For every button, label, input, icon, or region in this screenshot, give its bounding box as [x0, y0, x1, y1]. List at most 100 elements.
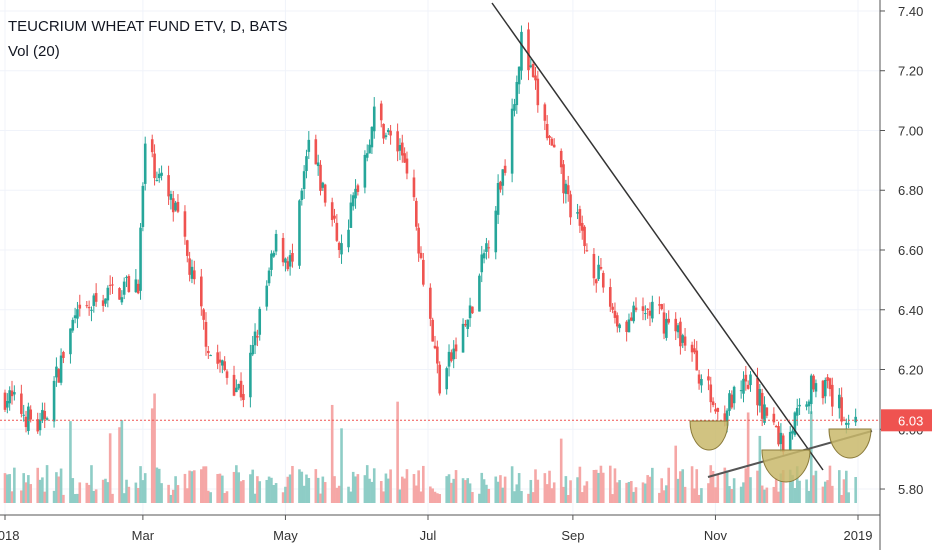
candle-body [232, 374, 236, 396]
candle-body [543, 104, 547, 121]
volume-bar [45, 465, 49, 503]
volume-bar [59, 468, 63, 503]
volume-bar [167, 484, 170, 503]
volume-bars [3, 393, 857, 503]
price-tick-label: 6.20 [898, 363, 923, 378]
candle-body [807, 401, 811, 407]
volume-bar [585, 481, 589, 503]
candle-body [78, 304, 82, 309]
volume-bar [447, 474, 451, 503]
candle-body [651, 301, 654, 319]
candle-body [251, 345, 255, 355]
volume-bar [676, 478, 680, 503]
volume-bar [270, 477, 273, 503]
volume-bar [249, 474, 252, 503]
volume-bar [333, 476, 336, 503]
candle-body [258, 308, 262, 335]
volume-bar [840, 494, 843, 503]
candle-body [648, 310, 652, 316]
candle-body [389, 130, 392, 136]
candle-body [700, 378, 703, 386]
volume-bar [765, 487, 769, 503]
volume-bar [485, 484, 488, 503]
volume-bar [422, 465, 425, 503]
candle-body [646, 308, 649, 311]
cup-shape [828, 428, 872, 459]
candle-body [772, 413, 776, 423]
candle-body [552, 144, 556, 148]
candle-body [433, 345, 437, 349]
volume-bar [798, 480, 801, 503]
candle-body [202, 309, 205, 320]
candle-body [746, 384, 750, 389]
volume-bar [169, 494, 173, 503]
candle-body [466, 319, 470, 329]
volume-bar [36, 467, 40, 503]
volume-bar [136, 487, 140, 503]
volume-bar [330, 404, 334, 503]
candle-body [384, 135, 388, 138]
candle-body [695, 350, 699, 371]
candle-body [618, 324, 621, 329]
candles [3, 22, 857, 457]
volume-bar [258, 481, 262, 503]
candle-body [826, 377, 829, 381]
volume-bar [615, 482, 619, 503]
candle-body [520, 31, 523, 71]
candle-body [503, 165, 507, 173]
candle-body [125, 276, 128, 278]
volume-bar [756, 470, 759, 503]
candle-body [725, 410, 729, 426]
volume-bar [725, 470, 729, 503]
candle-body [169, 193, 173, 200]
candle-body [398, 145, 402, 151]
candle-body [249, 352, 252, 398]
volume-bar [400, 476, 404, 503]
volume-bar [300, 471, 304, 503]
volume-bar [436, 493, 439, 503]
candle-body [20, 393, 23, 414]
volume-bar [562, 486, 565, 503]
volume-bar [433, 491, 437, 503]
volume-bar [10, 491, 14, 503]
candle-body [319, 164, 322, 191]
candle-body [372, 106, 376, 132]
candle-body [38, 419, 42, 431]
volume-bar [772, 486, 776, 503]
candle-body [174, 202, 177, 211]
volume-bar [87, 484, 91, 503]
volume-bar [695, 469, 699, 503]
candle-body [300, 190, 304, 200]
volume-bar [830, 485, 834, 503]
volume-bar [76, 493, 79, 503]
volume-bar [321, 476, 325, 503]
candle-body [55, 366, 58, 378]
volume-bar [62, 494, 65, 503]
candle-body [90, 309, 93, 311]
volume-bar [174, 476, 177, 503]
candle-body [597, 264, 600, 280]
candle-body [681, 335, 685, 343]
candle-body [513, 104, 516, 111]
candle-body [340, 243, 343, 255]
volume-bar [482, 479, 486, 503]
volume-bar [559, 438, 563, 503]
candle-body [847, 423, 850, 425]
volume-bar [104, 478, 107, 503]
volume-bar [466, 478, 470, 503]
volume-bar [618, 480, 621, 503]
candle-body [452, 348, 456, 360]
volume-bar [235, 465, 238, 503]
time-tick-label: Mar [132, 528, 155, 543]
volume-bar [291, 465, 294, 503]
volume-bar [356, 474, 360, 503]
candle-body [599, 266, 603, 269]
candle-body [157, 173, 161, 179]
volume-bar [6, 474, 9, 503]
candle-body [658, 304, 661, 306]
volume-bar [854, 477, 857, 503]
candle-body [529, 65, 533, 68]
volume-bar [92, 490, 96, 503]
candle-body [223, 361, 226, 371]
